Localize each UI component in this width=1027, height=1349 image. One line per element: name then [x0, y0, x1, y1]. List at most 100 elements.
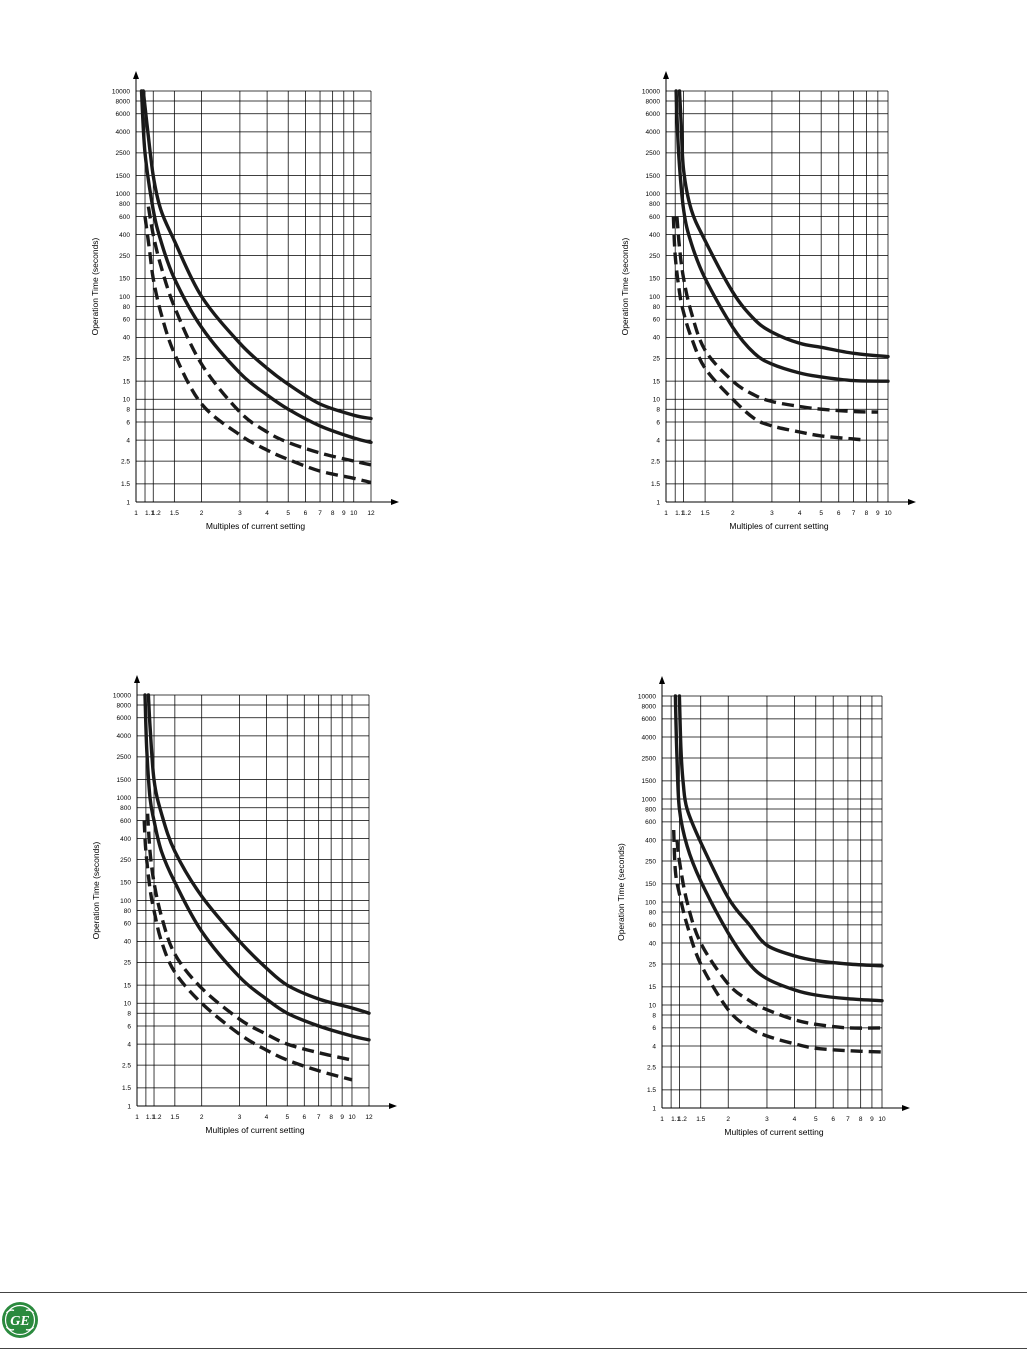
y-tick-label: 1000 [117, 795, 132, 802]
y-tick-label: 1000 [642, 796, 657, 803]
y-tick-label: 25 [124, 960, 132, 967]
y-axis-title: Operation Time (seconds) [91, 841, 101, 939]
y-tick-label: 10000 [642, 88, 660, 95]
x-tick-label: 1.1 [145, 510, 154, 517]
y-tick-label: 1500 [642, 778, 657, 785]
y-tick-label: 1 [656, 499, 660, 506]
y-tick-label: 15 [649, 984, 657, 991]
x-tick-label: 1 [664, 510, 668, 517]
dashed-curve-4 [143, 216, 372, 485]
y-tick-label: 2500 [117, 754, 132, 761]
x-tick-label: 6 [831, 1116, 835, 1123]
y-tick-label: 15 [124, 982, 132, 989]
dashed-curve-3 [675, 216, 878, 414]
solid-curve-1 [146, 693, 371, 1015]
y-tick-label: 400 [120, 836, 131, 843]
y-tick-label: 8000 [116, 98, 131, 105]
x-tick-label: 10 [350, 510, 358, 517]
solid-curve-1 [141, 89, 373, 421]
x-tick-label: 1.1 [671, 1116, 680, 1123]
y-tick-label: 400 [119, 232, 130, 239]
y-tick-label: 80 [649, 909, 657, 916]
y-tick-label: 4000 [642, 734, 657, 741]
x-tick-label: 1 [134, 510, 138, 517]
x-tick-label: 8 [329, 1114, 333, 1121]
x-tick-label: 4 [798, 510, 802, 517]
y-tick-label: 8 [127, 1011, 131, 1018]
dashed-curve-3 [675, 839, 883, 1030]
x-tick-label: 2 [200, 510, 204, 517]
solid-curve-1 [677, 694, 884, 968]
y-tick-label: 2500 [642, 755, 657, 762]
x-tick-label: 1.5 [696, 1116, 705, 1123]
y-tick-label: 10000 [113, 692, 131, 699]
y-tick-label: 100 [119, 294, 130, 301]
x-tick-label: 6 [302, 1114, 306, 1121]
y-tick-label: 1 [126, 499, 130, 506]
x-axis-arrow-icon [389, 1103, 397, 1109]
y-tick-label: 8 [652, 1012, 656, 1019]
y-tick-label: 250 [645, 858, 656, 865]
y-tick-label: 10000 [112, 88, 130, 95]
y-tick-label: 1500 [116, 173, 131, 180]
x-tick-label: 7 [318, 510, 322, 517]
y-tick-label: 8 [656, 407, 660, 414]
y-tick-label: 400 [645, 837, 656, 844]
y-tick-label: 1.5 [647, 1087, 656, 1094]
y-tick-label: 1500 [646, 173, 661, 180]
x-tick-label: 8 [865, 510, 869, 517]
x-tick-label: 1.2 [152, 1114, 161, 1121]
y-axis-arrow-icon [133, 71, 139, 79]
x-tick-label: 3 [238, 510, 242, 517]
dashed-curve-3 [146, 206, 372, 467]
y-tick-label: 150 [649, 276, 660, 283]
y-tick-label: 2.5 [647, 1064, 656, 1071]
y-tick-label: 150 [120, 880, 131, 887]
y-tick-label: 6000 [116, 111, 131, 118]
solid-curve-2 [139, 89, 373, 445]
y-tick-label: 600 [119, 214, 130, 221]
y-tick-label: 100 [120, 898, 131, 905]
y-tick-label: 8000 [117, 702, 132, 709]
x-tick-label: 1 [135, 1114, 139, 1121]
x-axis-title: Multiples of current setting [205, 1125, 304, 1135]
x-tick-label: 6 [304, 510, 308, 517]
x-tick-label: 2 [726, 1116, 730, 1123]
x-axis-arrow-icon [902, 1105, 910, 1111]
y-tick-label: 15 [653, 378, 661, 385]
dashed-curve-3 [145, 813, 353, 1062]
y-tick-label: 60 [123, 317, 131, 324]
y-tick-label: 80 [124, 908, 132, 915]
x-tick-label: 1 [660, 1116, 664, 1123]
x-tick-label: 9 [340, 1114, 344, 1121]
x-tick-label: 4 [793, 1116, 797, 1123]
y-axis-title: Operation Time (seconds) [616, 843, 626, 941]
y-tick-label: 25 [653, 356, 661, 363]
x-tick-label: 5 [814, 1116, 818, 1123]
x-axis-arrow-icon [908, 499, 916, 505]
y-axis-title: Operation Time (seconds) [620, 237, 630, 335]
y-tick-label: 6 [127, 1023, 131, 1030]
y-tick-label: 40 [649, 940, 657, 947]
y-tick-label: 1 [127, 1103, 131, 1110]
x-tick-label: 1.1 [146, 1114, 155, 1121]
x-tick-label: 9 [870, 1116, 874, 1123]
x-tick-label: 7 [846, 1116, 850, 1123]
x-axis-arrow-icon [391, 499, 399, 505]
y-tick-label: 6000 [646, 111, 661, 118]
y-tick-label: 250 [649, 253, 660, 260]
y-tick-label: 800 [645, 806, 656, 813]
x-tick-label: 10 [348, 1114, 356, 1121]
solid-curve-2 [674, 89, 890, 383]
y-tick-label: 4 [127, 1041, 131, 1048]
y-axis-arrow-icon [659, 676, 665, 684]
solid-curve-2 [143, 693, 371, 1042]
y-tick-label: 1.5 [122, 1085, 131, 1092]
y-tick-label: 60 [653, 317, 661, 324]
x-tick-label: 8 [859, 1116, 863, 1123]
x-tick-label: 1.5 [170, 510, 179, 517]
y-tick-label: 60 [124, 921, 132, 928]
x-tick-label: 7 [852, 510, 856, 517]
